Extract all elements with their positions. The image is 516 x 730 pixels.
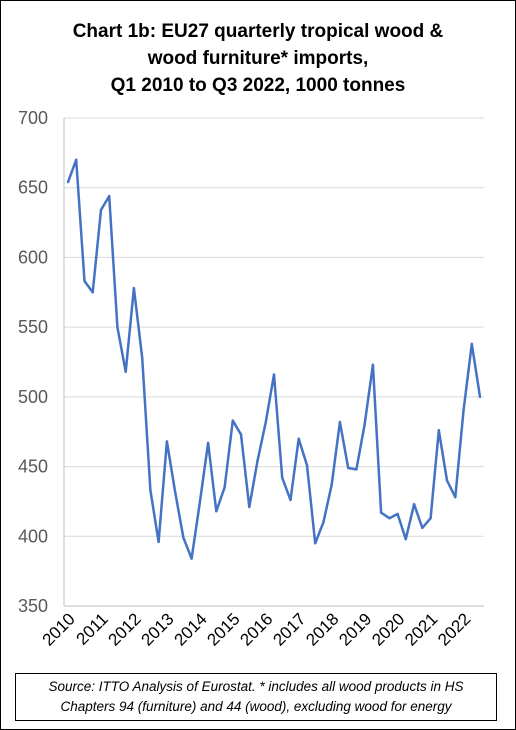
data-point-2014Q1 bbox=[198, 501, 201, 504]
data-point-2013Q1 bbox=[165, 440, 169, 443]
data-point-2019Q2 bbox=[371, 363, 375, 366]
x-tick-label-2021: 2021 bbox=[401, 609, 441, 649]
x-tick-label-2017: 2017 bbox=[269, 609, 309, 649]
y-tick-label-650: 650 bbox=[18, 178, 48, 198]
chart-title-line-3: Q1 2010 to Q3 2022, 1000 tonnes bbox=[110, 75, 406, 96]
data-point-2015Q3 bbox=[248, 505, 251, 509]
x-tick-label-2013: 2013 bbox=[138, 609, 178, 649]
data-point-2011Q4 bbox=[124, 370, 127, 373]
axes bbox=[63, 118, 484, 607]
data-point-2015Q2 bbox=[239, 433, 243, 436]
data-point-2012Q2 bbox=[141, 356, 144, 359]
data-point-2013Q4 bbox=[190, 557, 193, 560]
data-point-2018Q2 bbox=[338, 420, 342, 424]
x-tick-label-2016: 2016 bbox=[236, 609, 276, 649]
data-point-2022Q3 bbox=[478, 395, 482, 399]
x-axis-tick-labels: 2010201120122013201420152016201720182019… bbox=[39, 609, 475, 649]
chart-title: Chart 1b: EU27 quarterly tropical wood &… bbox=[0, 18, 516, 99]
y-tick-label-700: 700 bbox=[18, 108, 48, 128]
data-point-2010Q4 bbox=[91, 291, 94, 294]
data-point-2020Q3 bbox=[412, 503, 416, 506]
source-note: Source: ITTO Analysis of Eurostat. * inc… bbox=[15, 673, 497, 721]
data-point-2013Q2 bbox=[173, 490, 177, 493]
data-point-2017Q4 bbox=[322, 521, 325, 524]
data-point-2021Q1 bbox=[429, 517, 432, 520]
data-point-2020Q2 bbox=[404, 537, 407, 541]
data-point-2016Q3 bbox=[281, 476, 284, 479]
data-point-2017Q2 bbox=[305, 464, 309, 467]
data-point-2012Q1 bbox=[132, 286, 136, 290]
y-tick-label-450: 450 bbox=[18, 457, 48, 477]
data-point-2011Q3 bbox=[116, 325, 119, 329]
data-point-2014Q3 bbox=[215, 510, 218, 513]
x-tick-label-2011: 2011 bbox=[72, 609, 111, 648]
x-tick-label-2014: 2014 bbox=[170, 609, 210, 649]
x-tick-label-2020: 2020 bbox=[368, 609, 408, 649]
data-point-2012Q3 bbox=[149, 489, 152, 492]
data-point-2015Q1 bbox=[231, 419, 234, 422]
data-point-2010Q2 bbox=[75, 158, 78, 161]
data-point-2018Q4 bbox=[355, 468, 358, 471]
series-line bbox=[66, 158, 482, 560]
data-point-2013Q3 bbox=[182, 536, 185, 539]
y-tick-label-400: 400 bbox=[18, 526, 48, 546]
data-point-2011Q1 bbox=[99, 208, 103, 212]
series-group bbox=[66, 158, 482, 560]
data-point-2022Q1 bbox=[462, 409, 465, 412]
data-point-2019Q3 bbox=[379, 511, 383, 514]
data-point-2019Q4 bbox=[388, 517, 391, 520]
y-tick-label-550: 550 bbox=[18, 317, 48, 337]
chart-title-line-2: wood furniture* imports, bbox=[147, 48, 369, 69]
y-tick-label-500: 500 bbox=[18, 387, 48, 407]
data-point-2016Q1 bbox=[264, 420, 267, 424]
data-point-2021Q2 bbox=[437, 429, 440, 432]
x-tick-label-2015: 2015 bbox=[203, 609, 243, 649]
data-point-2019Q1 bbox=[363, 423, 366, 426]
data-point-2021Q4 bbox=[454, 496, 457, 499]
data-point-2021Q3 bbox=[445, 479, 449, 482]
data-point-2011Q2 bbox=[108, 194, 111, 198]
data-point-2018Q3 bbox=[347, 466, 350, 470]
data-point-2014Q2 bbox=[206, 441, 210, 445]
data-point-2017Q3 bbox=[314, 542, 317, 545]
data-point-2012Q4 bbox=[157, 540, 160, 544]
data-point-2020Q1 bbox=[396, 512, 399, 516]
data-point-2015Q4 bbox=[256, 459, 259, 463]
data-point-2017Q1 bbox=[297, 437, 300, 440]
y-tick-label-350: 350 bbox=[18, 596, 48, 616]
chart-title-line-1: Chart 1b: EU27 quarterly tropical wood & bbox=[72, 21, 444, 42]
data-point-2010Q3 bbox=[83, 279, 86, 283]
data-point-2016Q4 bbox=[289, 498, 292, 502]
x-tick-label-2019: 2019 bbox=[335, 609, 375, 649]
y-axis-tick-labels: 350 400 450 500 550 600 650 700 bbox=[18, 108, 48, 616]
data-point-2018Q1 bbox=[330, 483, 333, 486]
x-tick-label-2018: 2018 bbox=[302, 609, 342, 649]
source-note-line-1: Source: ITTO Analysis of Eurostat. * inc… bbox=[48, 679, 464, 694]
x-tick-label-2012: 2012 bbox=[105, 609, 145, 649]
data-point-2016Q2 bbox=[272, 373, 276, 376]
data-point-2010Q1 bbox=[66, 180, 70, 184]
source-note-line-2: Chapters 94 (furniture) and 44 (wood), e… bbox=[60, 699, 452, 714]
data-point-2014Q4 bbox=[223, 486, 226, 489]
x-tick-label-2022: 2022 bbox=[434, 609, 474, 649]
data-point-2020Q4 bbox=[421, 526, 424, 530]
data-point-2022Q2 bbox=[470, 342, 473, 346]
y-tick-label-600: 600 bbox=[18, 247, 48, 267]
